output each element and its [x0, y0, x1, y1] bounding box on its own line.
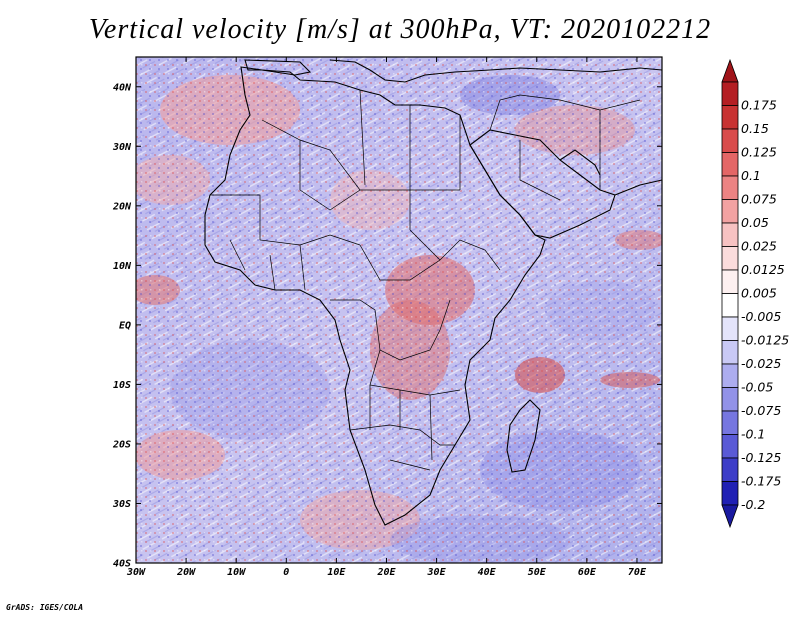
lat-tick-label: 20S [112, 439, 131, 450]
colorbar-label: -0.025 [741, 356, 781, 371]
colorbar-swatch [721, 152, 739, 177]
lon-tick-label: 10W [227, 567, 246, 578]
arabian-peninsula-coastline [469, 129, 616, 239]
asia-coastline [614, 179, 663, 196]
colorbar-swatch [721, 175, 739, 200]
colorbar-label: -0.005 [741, 309, 781, 324]
colorbar-swatch [721, 246, 739, 271]
lon-tick-label: 0 [283, 567, 289, 578]
colorbar-swatch [721, 387, 739, 412]
lon-tick-label: 30E [427, 567, 447, 578]
lat-tick-label: 20N [112, 201, 132, 212]
persian-gulf-coastline [559, 149, 601, 176]
colorbar-top-arrow [721, 58, 739, 83]
colorbar-bottom-arrow [721, 504, 739, 529]
lat-tick-label: 40S [113, 559, 131, 570]
colorbar-label: -0.0125 [741, 333, 789, 348]
colorbar-label: 0.15 [741, 121, 769, 136]
colorbar-swatch [721, 363, 739, 388]
europe-coastline [329, 59, 663, 83]
lon-tick-label: 10E [327, 567, 346, 578]
colorbar-swatch [721, 81, 739, 106]
colorbar-swatch [721, 457, 739, 482]
colorbar-swatch [721, 293, 739, 318]
colorbar-label: 0.025 [741, 239, 777, 254]
colorbar-swatch [721, 269, 739, 294]
colorbar-swatch [721, 481, 739, 506]
colorbar-label: 0.05 [741, 215, 769, 230]
colorbar-label: -0.2 [741, 497, 765, 512]
colorbar-label: 0.1 [741, 168, 761, 183]
lat-tick-label: 30S [112, 499, 131, 510]
lat-tick-label: 30N [112, 142, 132, 153]
colorbar-swatch [721, 199, 739, 224]
iberia-coastline [244, 59, 312, 76]
lon-tick-label: 30W [126, 567, 146, 578]
africa-coastline [204, 66, 546, 526]
plot-title: Vertical velocity [m/s] at 300hPa, VT: 2… [88, 14, 712, 45]
velocity-field [136, 57, 662, 563]
colorbar-swatch [721, 434, 739, 459]
plot-frame [135, 56, 663, 564]
country-borders [210, 89, 641, 471]
colorbar-label: 0.075 [741, 192, 777, 207]
lon-tick-label: 40E [478, 567, 497, 578]
axis-ticks [135, 57, 662, 564]
colorbar-label: -0.05 [741, 380, 773, 395]
coastlines [204, 59, 663, 526]
lon-tick-label: 60E [578, 567, 597, 578]
lat-tick-label: EQ [119, 320, 131, 331]
madagascar-coastline [506, 399, 541, 473]
colorbar-swatch [721, 128, 739, 153]
colorbar-label: -0.125 [741, 450, 781, 465]
footer-credit: GrADS: IGES/COLA [6, 603, 84, 612]
colorbar-swatch [721, 316, 739, 341]
lon-tick-label: 70E [628, 567, 647, 578]
lat-tick-label: 10S [113, 380, 131, 391]
colorbar-label: 0.175 [741, 98, 777, 113]
colorbar-label: -0.1 [741, 427, 765, 442]
colorbar-swatch [721, 340, 739, 365]
colorbar: 0.175 0.15 0.125 0.1 0.075 0.05 0.025 0.0125 0.0… [721, 58, 789, 529]
colorbar-label: -0.075 [741, 403, 781, 418]
lat-tick-label: 10N [113, 261, 132, 272]
lat-tick-label: 40N [113, 82, 132, 93]
colorbar-swatch [721, 410, 739, 435]
colorbar-label: -0.175 [741, 474, 781, 489]
colorbar-label: 0.0125 [741, 262, 785, 277]
lon-tick-label: 20E [376, 567, 396, 578]
colorbar-label: 0.005 [741, 286, 777, 301]
lon-tick-label: 50E [528, 567, 547, 578]
lon-tick-label: 20W [176, 567, 196, 578]
axis-labels: 30W 20W 10W 0 10E 20E 30E 40E 50E 60E 70E 40N 30N 20N… [112, 82, 647, 578]
colorbar-label: 0.125 [741, 145, 777, 160]
colorbar-swatch [721, 105, 739, 130]
colorbar-swatch [721, 222, 739, 247]
